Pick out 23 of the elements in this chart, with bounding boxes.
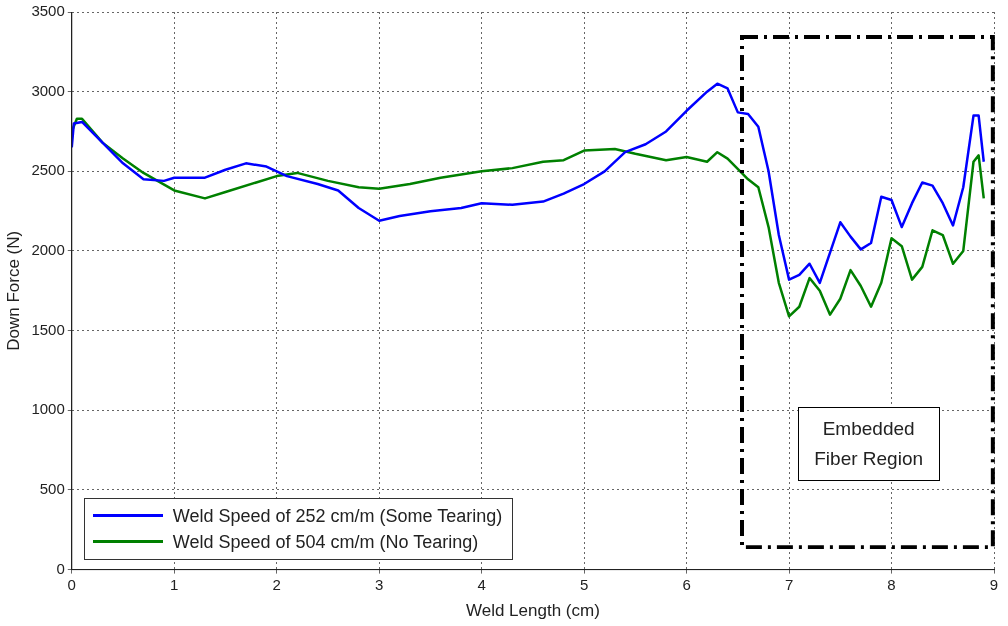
y-tick-label: 2500	[31, 161, 65, 179]
y-tick-label: 1000	[31, 400, 65, 418]
x-axis-title: Weld Length (cm)	[465, 601, 600, 621]
x-tick-label: 6	[682, 575, 691, 593]
legend-label: Weld Speed of 504 cm/m (No Tearing)	[172, 530, 479, 554]
legend-label: Weld Speed of 252 cm/m (Some Tearing)	[172, 504, 503, 528]
x-tick-label: 2	[272, 575, 281, 593]
y-tick-label: 0	[56, 559, 65, 577]
x-tick-label: 8	[887, 575, 896, 593]
y-tick-label: 3000	[31, 81, 65, 99]
x-tick-label: 0	[67, 575, 76, 593]
x-tick-label: 3	[375, 575, 384, 593]
y-tick-label: 1500	[31, 320, 65, 338]
y-tick-label: 500	[39, 480, 65, 498]
x-tick-label: 9	[989, 575, 999, 593]
annotation: Embedded Fiber Region	[797, 407, 940, 482]
y-axis-title: Down Force (N)	[3, 230, 23, 351]
y-tick-label: 2000	[31, 241, 65, 259]
y-tick-label: 3500	[31, 2, 65, 20]
x-tick-label: 5	[579, 575, 589, 593]
x-tick-label: 1	[170, 575, 179, 593]
x-tick-label: 4	[477, 575, 486, 593]
x-tick-label: 7	[784, 575, 794, 593]
